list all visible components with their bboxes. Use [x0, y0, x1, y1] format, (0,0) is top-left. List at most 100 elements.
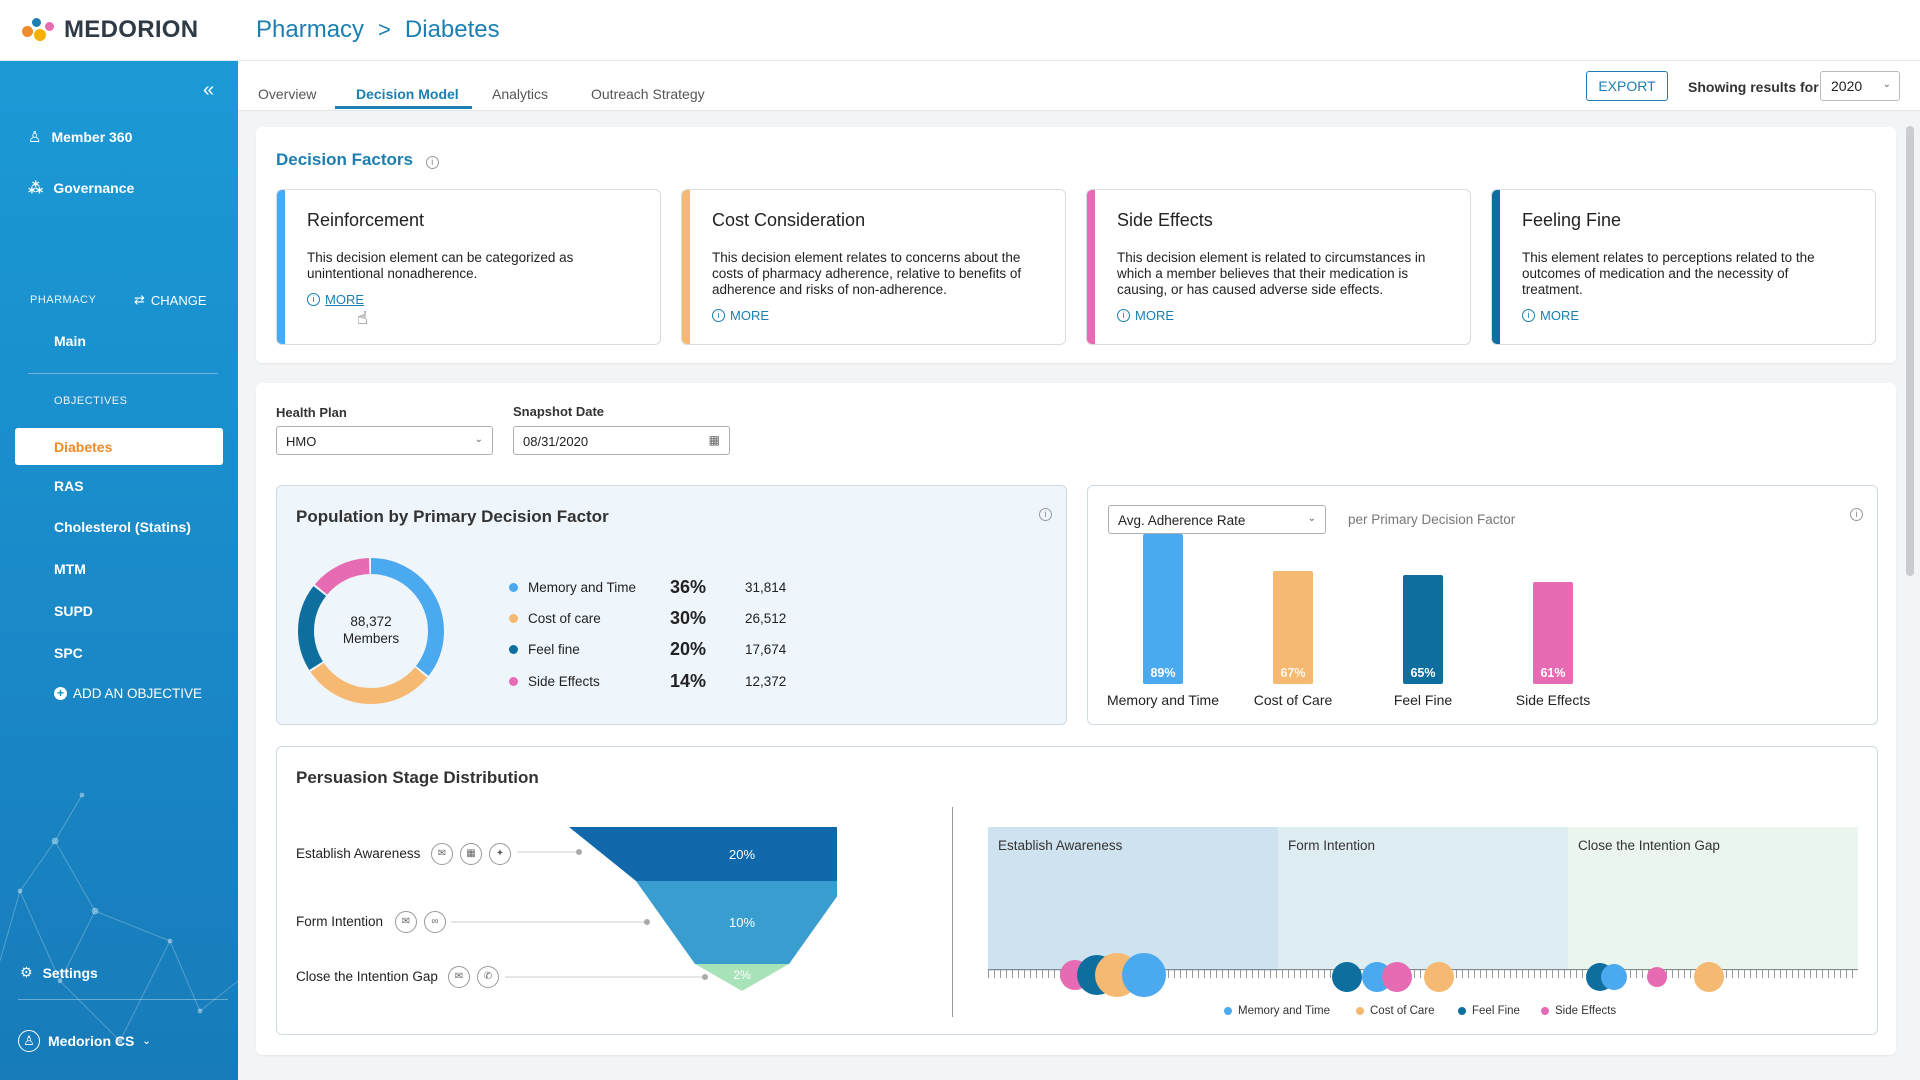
factor-more-link[interactable]: i MORE	[1522, 308, 1579, 323]
population-row: Cost of care 30% 26,512	[509, 608, 786, 629]
bar-1[interactable]	[1273, 571, 1313, 684]
persuasion-title: Persuasion Stage Distribution	[296, 768, 539, 787]
calendar-icon[interactable]: ▦	[708, 433, 720, 447]
total-members-value: 88,372	[350, 614, 392, 629]
bubble-memory-and-time[interactable]	[1601, 964, 1627, 990]
add-objective-button[interactable]: + ADD AN OBJECTIVE	[54, 686, 202, 701]
donut-segment-0[interactable]	[298, 558, 444, 704]
population-row: Feel fine 20% 17,674	[509, 639, 786, 660]
user-avatar-icon: ♙	[18, 1030, 40, 1052]
user-menu[interactable]: ♙ Medorion CS ⌄	[18, 1030, 151, 1052]
sidebar-item-mtm[interactable]: MTM	[54, 561, 86, 577]
timeline-legend-item: Feel Fine	[1458, 1005, 1520, 1017]
snapshot-date-label: Snapshot Date	[513, 404, 605, 419]
population-card: Population by Primary Decision Factor i …	[276, 485, 1067, 725]
page-scrollbar[interactable]	[1906, 126, 1914, 576]
factor-color-stripe	[1087, 190, 1095, 344]
tab-outreach-strategy[interactable]: Outreach Strategy	[591, 86, 705, 102]
row-label: Memory and Time	[528, 580, 637, 595]
bar-3[interactable]	[1533, 581, 1573, 684]
funnel-segment-awareness	[569, 827, 837, 881]
sidebar-item-cholesterol[interactable]: Cholesterol (Statins)	[54, 519, 191, 535]
factor-more-link[interactable]: i MORE	[712, 308, 769, 323]
timeline-legend-item: Cost of Care	[1356, 1005, 1435, 1017]
voicemail-icon[interactable]: ∞	[424, 911, 446, 933]
sidebar-item-diabetes[interactable]: Diabetes	[15, 428, 223, 465]
stage-label-intention: Form Intention	[296, 914, 384, 929]
factor-description: This decision element relates to concern…	[712, 250, 1022, 297]
active-tab-indicator	[335, 106, 472, 109]
bar-0[interactable]	[1143, 534, 1183, 684]
donut-segment-1[interactable]	[298, 558, 444, 704]
health-plan-select[interactable]: HMO ⌄	[276, 426, 493, 455]
tab-decision-model[interactable]: Decision Model	[356, 86, 459, 102]
objectives-section-label: OBJECTIVES	[54, 395, 128, 407]
calendar-icon[interactable]: ▦	[460, 843, 482, 865]
snapshot-date-input[interactable]: 08/31/2020 ▦	[513, 426, 730, 455]
sidebar-item-main[interactable]: Main	[54, 333, 86, 349]
breadcrumb: Pharmacy > Diabetes	[256, 16, 500, 44]
donut-segment-2[interactable]	[298, 558, 444, 704]
factor-more-link[interactable]: i MORE	[1117, 308, 1174, 323]
bubble-memory-and-time[interactable]	[1122, 953, 1166, 997]
chevron-down-icon: ⌄	[142, 1035, 151, 1047]
bubble-cost-of-care[interactable]	[1694, 962, 1724, 992]
timeline-zone-intention	[1278, 827, 1568, 971]
row-percent: 20%	[670, 639, 707, 659]
metric-select[interactable]: Avg. Adherence Rate ⌄	[1108, 505, 1326, 534]
sidebar-item-governance[interactable]: ⁂ Governance	[28, 179, 134, 197]
legend-label: Memory and Time	[1238, 1005, 1331, 1017]
tab-overview[interactable]: Overview	[258, 86, 317, 102]
bar-data-label: 89%	[1150, 666, 1176, 680]
row-percent: 30%	[670, 608, 707, 628]
sidebar: « ♙ Member 360 ⁂ Governance PHARMACY ⇄ C…	[0, 61, 238, 1080]
app-logo[interactable]: MEDORION	[20, 16, 198, 44]
timeline-ticks	[988, 969, 1858, 978]
twitter-icon[interactable]: ✦	[489, 843, 511, 865]
connector-dot	[702, 974, 708, 980]
showing-results-label: Showing results for	[1688, 79, 1819, 95]
year-select[interactable]: 2020 ⌄	[1820, 71, 1900, 101]
change-pharmacy-button[interactable]: ⇄ CHANGE	[134, 292, 207, 308]
funnel-segment-intention	[636, 881, 837, 964]
plus-circle-icon: +	[54, 687, 67, 700]
breadcrumb-section[interactable]: Pharmacy	[256, 16, 365, 43]
chat-icon[interactable]: ✉	[448, 966, 470, 988]
settings-label: Settings	[42, 964, 98, 981]
row-count: 31,814	[745, 580, 787, 595]
connector-dot	[576, 849, 582, 855]
phone-icon[interactable]: ✆	[477, 966, 499, 988]
info-icon[interactable]: i	[1039, 508, 1052, 521]
chat-icon[interactable]: ✉	[431, 843, 453, 865]
sidebar-item-ras[interactable]: RAS	[54, 478, 84, 494]
sidebar-item-member-360[interactable]: ♙ Member 360	[28, 128, 132, 146]
timeline-axis	[988, 969, 1858, 970]
bubble-cost-of-care[interactable]	[1424, 962, 1454, 992]
sidebar-item-settings[interactable]: ⚙ Settings	[20, 964, 98, 981]
sidebar-item-supd[interactable]: SUPD	[54, 603, 93, 619]
sidebar-divider	[18, 999, 228, 1000]
bubble-side-effects[interactable]	[1382, 962, 1412, 992]
row-label: Feel fine	[528, 642, 580, 657]
bar-data-label: 65%	[1410, 666, 1436, 680]
timeline-label-intention: Form Intention	[1288, 838, 1376, 853]
export-button[interactable]: EXPORT	[1586, 71, 1668, 101]
sidebar-item-spc[interactable]: SPC	[54, 645, 83, 661]
snapshot-date-value: 08/31/2020	[523, 434, 589, 449]
timeline-legend-item: Side Effects	[1541, 1005, 1616, 1017]
info-icon[interactable]: i	[425, 156, 439, 169]
factor-description: This element relates to perceptions rela…	[1522, 250, 1815, 297]
collapse-sidebar-icon[interactable]: «	[203, 79, 215, 101]
breadcrumb-separator: >	[378, 17, 391, 42]
bar-2[interactable]	[1403, 574, 1443, 684]
gear-icon: ⚙	[20, 964, 33, 980]
info-icon[interactable]: i	[1850, 508, 1863, 521]
factor-more-link[interactable]: i MORE	[307, 292, 364, 307]
adherence-chart-card: Avg. Adherence Rate ⌄ per Primary Decisi…	[1087, 485, 1878, 725]
bubble-feel-fine[interactable]	[1332, 962, 1362, 992]
bubble-side-effects[interactable]	[1647, 967, 1667, 987]
tab-analytics[interactable]: Analytics	[492, 86, 549, 102]
mail-icon[interactable]: ✉	[395, 911, 417, 933]
row-label: Cost of care	[528, 611, 601, 626]
legend-label: Cost of Care	[1370, 1005, 1435, 1017]
